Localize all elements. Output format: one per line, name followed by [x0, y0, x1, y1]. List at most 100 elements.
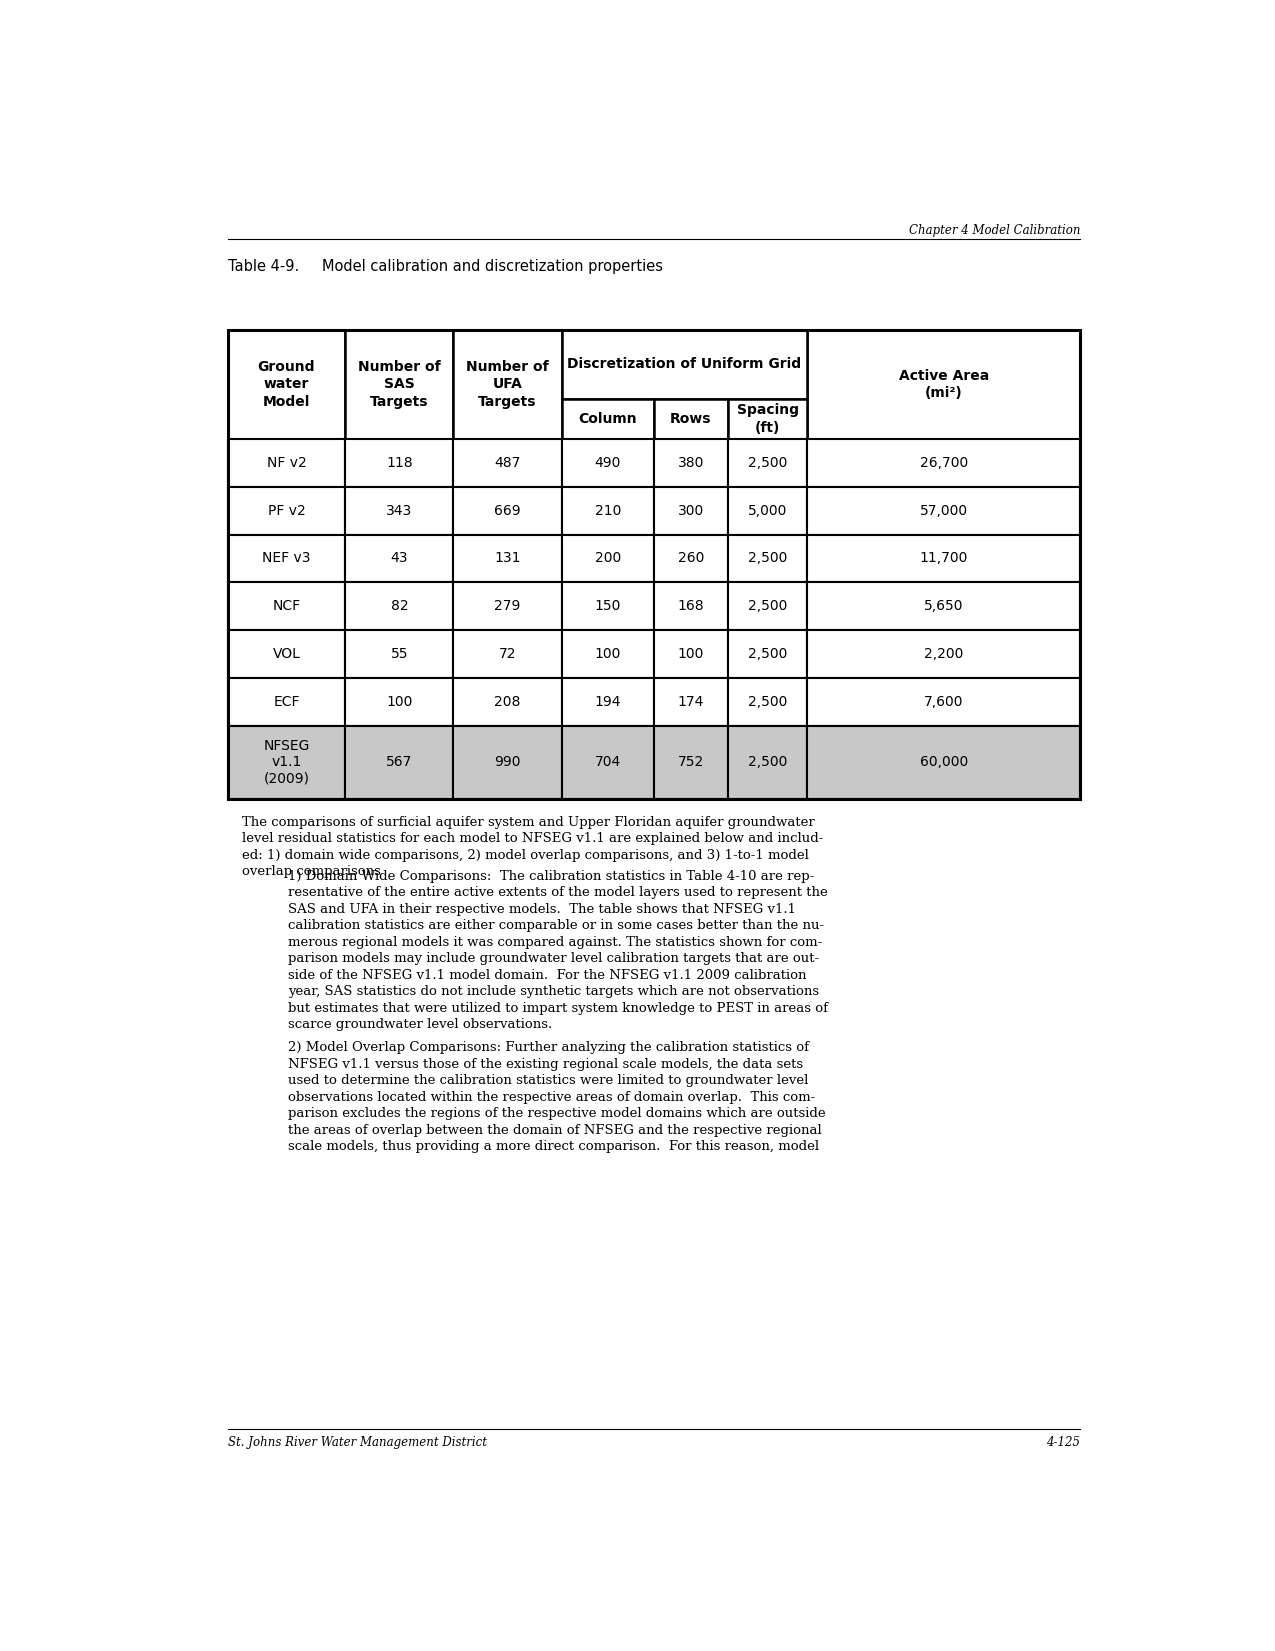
Text: 100: 100	[678, 647, 704, 660]
Bar	[227, 439, 346, 487]
Bar	[807, 583, 1080, 631]
Bar	[807, 679, 1080, 725]
Bar	[562, 631, 654, 679]
Text: 704: 704	[594, 755, 621, 769]
Bar	[346, 631, 454, 679]
Bar	[654, 631, 728, 679]
Bar	[227, 330, 346, 439]
Text: St. Johns River Water Management District: St. Johns River Water Management Distric…	[227, 1435, 487, 1448]
Text: 2,500: 2,500	[748, 755, 788, 769]
Bar	[346, 535, 454, 583]
Text: Number of
UFA
Targets: Number of UFA Targets	[467, 360, 550, 409]
Text: Rows: Rows	[671, 413, 711, 426]
Text: 1) Domain Wide Comparisons:  The calibration statistics in Table 4-10 are rep-
r: 1) Domain Wide Comparisons: The calibrat…	[288, 870, 827, 1032]
Bar	[562, 330, 807, 400]
Bar	[654, 487, 728, 535]
Text: Ground
water
Model: Ground water Model	[258, 360, 315, 409]
Bar	[454, 583, 562, 631]
Text: 490: 490	[594, 456, 621, 471]
Bar	[728, 679, 807, 725]
Text: NEF v3: NEF v3	[263, 551, 311, 566]
Bar	[654, 439, 728, 487]
Text: PF v2: PF v2	[268, 504, 305, 518]
Text: 567: 567	[386, 755, 413, 769]
Text: 260: 260	[678, 551, 704, 566]
Text: Chapter 4 Model Calibration: Chapter 4 Model Calibration	[909, 223, 1080, 236]
Text: Discretization of Uniform Grid: Discretization of Uniform Grid	[567, 357, 802, 371]
Text: 5,650: 5,650	[924, 599, 964, 613]
Text: Model calibration and discretization properties: Model calibration and discretization pro…	[323, 259, 663, 274]
Bar	[654, 535, 728, 583]
Bar	[346, 583, 454, 631]
Bar	[227, 679, 346, 725]
Bar	[728, 487, 807, 535]
Text: 194: 194	[594, 695, 621, 708]
Text: 174: 174	[678, 695, 704, 708]
Bar	[562, 439, 654, 487]
Text: 300: 300	[678, 504, 704, 518]
Text: 2,500: 2,500	[748, 456, 788, 471]
Text: 669: 669	[495, 504, 521, 518]
Bar	[807, 725, 1080, 799]
Bar	[227, 631, 346, 679]
Bar	[562, 583, 654, 631]
Bar	[454, 330, 562, 439]
Text: 210: 210	[594, 504, 621, 518]
Text: 168: 168	[677, 599, 704, 613]
Bar	[227, 583, 346, 631]
Bar	[654, 725, 728, 799]
Text: 2,200: 2,200	[924, 647, 964, 660]
Text: 55: 55	[390, 647, 408, 660]
Bar	[562, 725, 654, 799]
Text: 4-125: 4-125	[1046, 1435, 1080, 1448]
Text: 752: 752	[678, 755, 704, 769]
Text: 380: 380	[678, 456, 704, 471]
Text: NFSEG
v1.1
(2009): NFSEG v1.1 (2009)	[263, 740, 310, 786]
Bar	[454, 679, 562, 725]
Text: 72: 72	[499, 647, 516, 660]
Bar	[807, 330, 1080, 439]
Bar	[346, 487, 454, 535]
Text: Column: Column	[579, 413, 638, 426]
Text: NF v2: NF v2	[266, 456, 306, 471]
Bar	[227, 330, 1080, 799]
Bar	[654, 679, 728, 725]
Text: 2,500: 2,500	[748, 551, 788, 566]
Bar	[227, 535, 346, 583]
Bar	[346, 439, 454, 487]
Bar	[728, 400, 807, 439]
Bar	[562, 535, 654, 583]
Bar	[346, 330, 454, 439]
Text: NCF: NCF	[273, 599, 301, 613]
Bar	[227, 725, 346, 799]
Bar	[728, 631, 807, 679]
Text: 279: 279	[495, 599, 520, 613]
Text: The comparisons of surficial aquifer system and Upper Floridan aquifer groundwat: The comparisons of surficial aquifer sys…	[241, 816, 822, 878]
Bar	[562, 679, 654, 725]
Text: 2,500: 2,500	[748, 599, 788, 613]
Bar	[728, 583, 807, 631]
Bar	[654, 583, 728, 631]
Bar	[346, 725, 454, 799]
Bar	[562, 400, 654, 439]
Text: Table 4-9.: Table 4-9.	[227, 259, 298, 274]
Bar	[807, 535, 1080, 583]
Text: ECF: ECF	[273, 695, 300, 708]
Text: 100: 100	[386, 695, 413, 708]
Text: 343: 343	[386, 504, 413, 518]
Text: Number of
SAS
Targets: Number of SAS Targets	[358, 360, 441, 409]
Bar	[728, 535, 807, 583]
Bar	[454, 725, 562, 799]
Text: 487: 487	[495, 456, 520, 471]
Bar	[728, 725, 807, 799]
Text: 208: 208	[495, 695, 520, 708]
Text: Spacing
(ft): Spacing (ft)	[737, 403, 798, 434]
Bar	[562, 487, 654, 535]
Bar	[454, 439, 562, 487]
Bar	[807, 487, 1080, 535]
Bar	[454, 535, 562, 583]
Text: Active Area
(mi²): Active Area (mi²)	[899, 368, 989, 400]
Text: 990: 990	[495, 755, 521, 769]
Text: 100: 100	[594, 647, 621, 660]
Text: 11,700: 11,700	[919, 551, 968, 566]
